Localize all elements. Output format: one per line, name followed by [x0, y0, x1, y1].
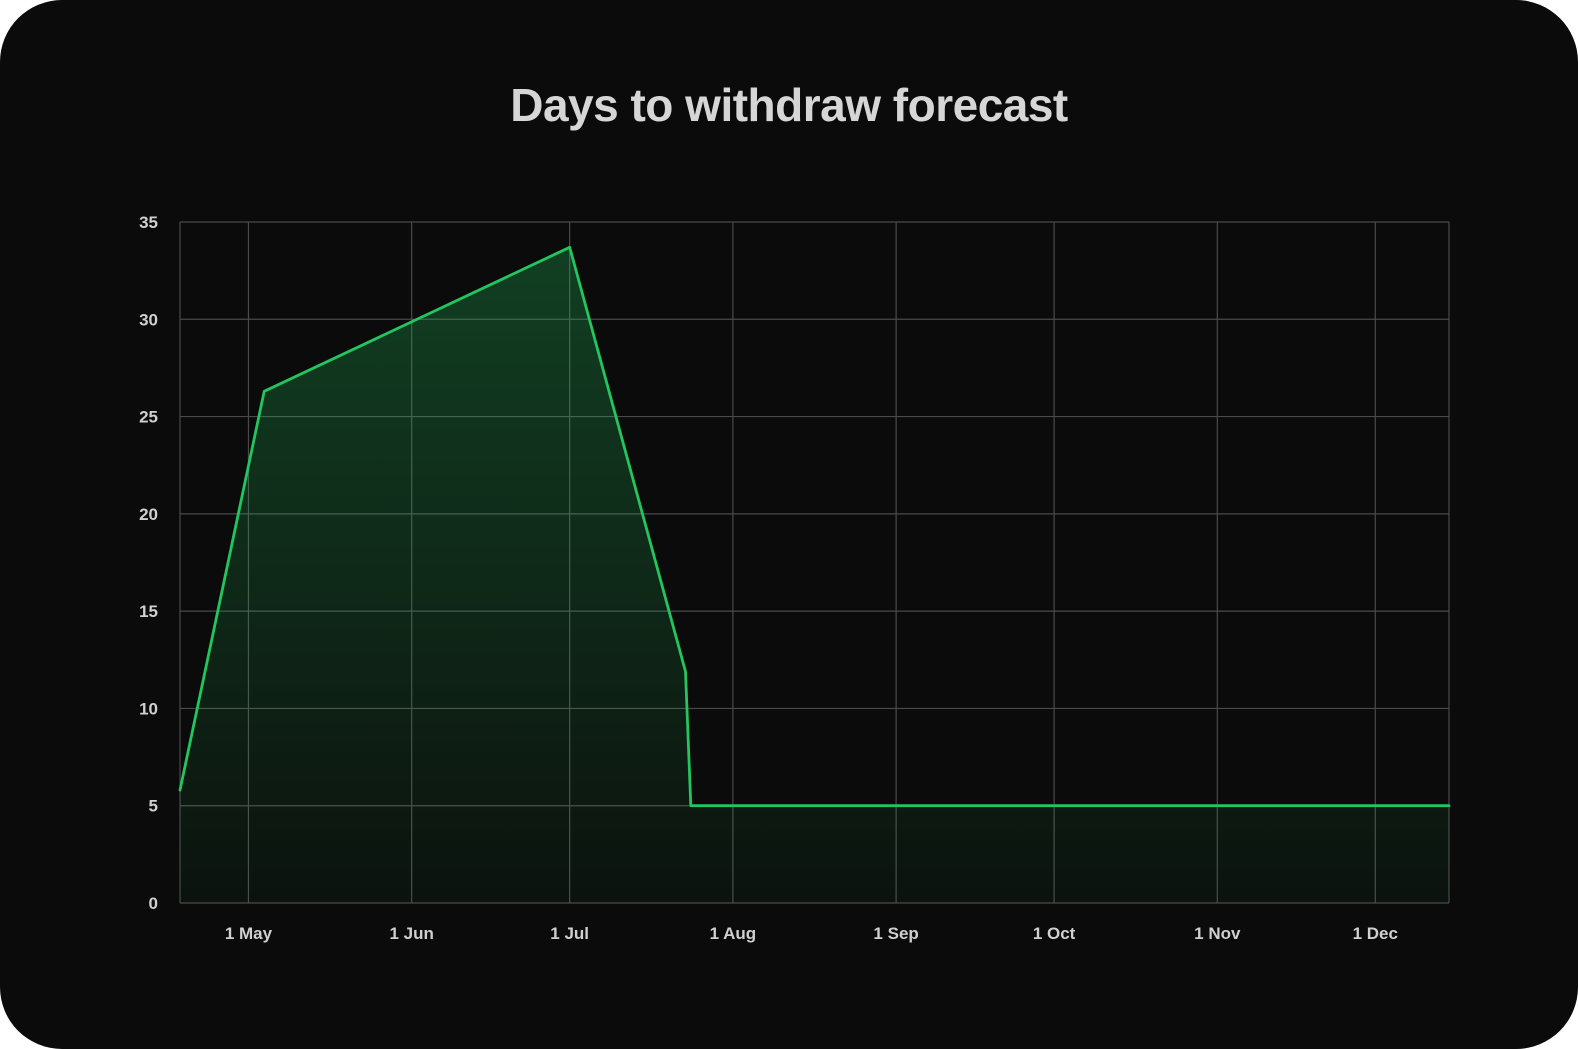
- x-tick-label: 1 Dec: [1353, 924, 1398, 943]
- chart-title: Days to withdraw forecast: [510, 79, 1068, 131]
- x-tick-label: 1 Nov: [1194, 924, 1241, 943]
- x-tick-label: 1 May: [225, 924, 273, 943]
- x-tick-label: 1 Aug: [710, 924, 757, 943]
- x-axis-tick-labels: 1 May 1 Jun 1 Jul 1 Aug 1 Sep 1 Oct 1 Nov 1 Dec: [225, 924, 1398, 943]
- y-tick-label: 0: [149, 894, 158, 913]
- y-tick-label: 5: [149, 797, 158, 816]
- series-line: [178, 245, 1451, 808]
- y-tick-label: 10: [139, 699, 158, 718]
- y-tick-label: 15: [139, 602, 158, 621]
- x-tick-label: 1 Sep: [873, 924, 918, 943]
- series-line-path: [178, 245, 1451, 808]
- series-area: [180, 247, 1449, 904]
- x-tick-label: 1 Jul: [550, 924, 589, 943]
- y-tick-label: 35: [139, 213, 158, 232]
- y-axis-tick-labels: 0 5 10 15 20 25 30 35: [139, 213, 158, 913]
- y-tick-label: 30: [139, 310, 158, 329]
- x-tick-label: 1 Oct: [1033, 924, 1076, 943]
- x-tick-label: 1 Jun: [389, 924, 433, 943]
- y-tick-label: 20: [139, 505, 158, 524]
- y-tick-label: 25: [139, 408, 158, 427]
- series-area-fill: [180, 247, 1449, 904]
